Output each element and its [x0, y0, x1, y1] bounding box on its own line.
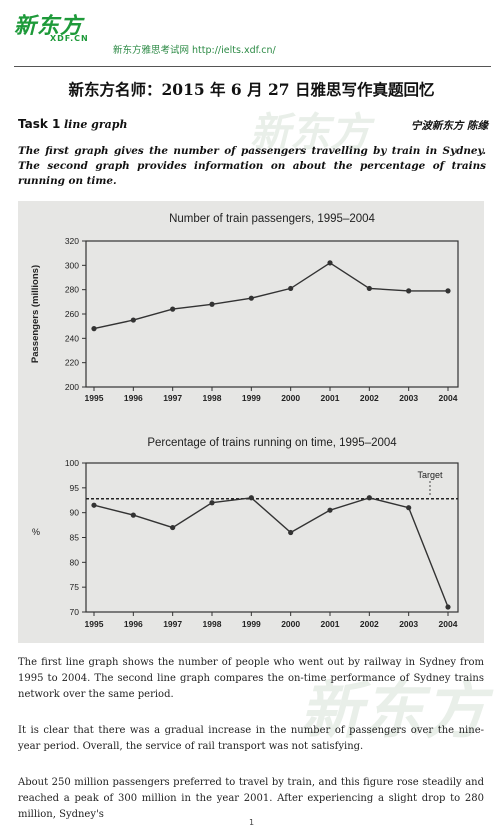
chart-2-data-point — [209, 500, 215, 506]
chart-2-plot-frame — [85, 462, 459, 613]
chart-2-y-tick-label: 85 — [70, 533, 80, 543]
chart-1-title: Number of train passengers, 1995–2004 — [169, 213, 375, 225]
chart-1-plot-frame — [85, 240, 459, 388]
chart-2-series-line — [93, 497, 449, 608]
chart-2-data-point — [445, 604, 451, 610]
chart-2-data-point — [288, 529, 294, 536]
brand-logo: 新东方 XDF.CN — [14, 8, 118, 48]
chart-2-data-point — [406, 505, 412, 511]
chart-1-x-tick-label: 2004 — [439, 393, 458, 403]
page-number: 1 — [248, 818, 255, 827]
chart-1-x-tick-label: 1999 — [242, 393, 261, 403]
chart-2-data-point — [327, 507, 333, 513]
chart-2-target-label: Target — [417, 470, 443, 480]
chart-2-data-point — [248, 495, 254, 501]
task-heading: Task 1 line graph 宁波新东方 陈缘 — [18, 117, 488, 135]
chart-2-x-tick-label: 1996 — [124, 619, 143, 629]
chart-1-data-point — [406, 288, 412, 294]
chart-1-data-point — [248, 295, 254, 301]
document-title: 新东方名师：2015 年 6 月 27 日雅思写作真题回忆 — [68, 80, 435, 99]
header-divider — [14, 66, 491, 67]
logo-text: 新东方 — [14, 14, 84, 39]
chart-2-data-point — [170, 524, 176, 531]
chart-2-x-tick-label: 2001 — [321, 619, 340, 629]
chart-1-data-point — [170, 306, 176, 312]
chart-1-data-point — [91, 326, 97, 332]
chart-2-x-tick-label: 1997 — [163, 619, 182, 629]
chart-1-series-line — [93, 262, 448, 330]
chart-1-data-point — [327, 260, 333, 266]
chart-2-data-point — [130, 512, 136, 518]
site-link[interactable]: 新东方雅思考试网 http://ielts.xdf.cn/ — [113, 45, 276, 56]
chart-1-x-tick-label: 2001 — [321, 393, 340, 403]
task-author: 宁波新东方 陈缘 — [410, 120, 488, 132]
chart-2-x-tick-label: 2004 — [439, 619, 458, 629]
chart-2-data-point — [366, 495, 372, 501]
chart-1-x-tick-label: 2003 — [399, 393, 418, 403]
chart-1-x-tick-label: 1995 — [85, 393, 104, 403]
chart-1-y-tick-label: 300 — [65, 260, 79, 270]
paragraph-3: About 250 million passengers preferred t… — [18, 777, 484, 820]
chart-2-y-tick-label: 80 — [70, 557, 80, 567]
chart-2-y-tick-label: 70 — [70, 607, 80, 617]
chart-1-x-tick-label: 2002 — [360, 393, 379, 403]
chart-1-x-tick-label: 1996 — [124, 393, 143, 403]
chart-1-y-tick-label: 200 — [65, 382, 79, 392]
chart-1-y-tick-label: 280 — [65, 285, 79, 295]
chart-2-y-tick-label: 90 — [70, 508, 80, 518]
chart-1-x-tick-label: 1998 — [203, 393, 222, 403]
line-charts: Number of train passengers, 1995–2004 200… — [30, 213, 459, 629]
chart-1-data-point — [445, 288, 451, 294]
chart-2-y-tick-label: 95 — [70, 483, 80, 493]
chart-1-y-tick-label: 320 — [65, 236, 79, 246]
chart-2-data-point — [91, 502, 97, 508]
paragraph-2: It is clear that there was a gradual inc… — [18, 725, 484, 752]
logo-subtext: XDF.CN — [50, 34, 89, 43]
task-label: Task 1 — [18, 117, 61, 131]
chart-2-y-tick-label: 75 — [70, 582, 80, 592]
chart-2-x-tick-label: 2003 — [399, 619, 418, 629]
chart-figure: Number of train passengers, 1995–2004 200… — [18, 201, 484, 643]
chart-2-x-tick-label: 1999 — [242, 619, 261, 629]
chart-1-data-point — [130, 317, 136, 323]
chart-1-x-tick-label: 2000 — [281, 393, 300, 403]
chart-2-x-tick-label: 1995 — [85, 619, 104, 629]
chart-2-x-tick-label: 2000 — [281, 619, 300, 629]
chart-2-x-tick-label: 1998 — [203, 619, 222, 629]
chart-2-y-tick-label: 100 — [65, 458, 79, 468]
chart-1-y-tick-label: 260 — [65, 309, 79, 319]
chart-2-title: Percentage of trains running on time, 19… — [147, 437, 397, 449]
task-prompt: The first graph gives the number of pass… — [18, 145, 486, 187]
task-type: line graph — [64, 118, 128, 131]
paragraph-1: The first line graph shows the number of… — [18, 657, 484, 700]
chart-2-x-tick-label: 2002 — [360, 619, 379, 629]
chart-1-y-axis-label: Passengers (millions) — [30, 265, 41, 363]
chart-1-x-tick-label: 1997 — [163, 393, 182, 403]
chart-1-data-point — [366, 285, 372, 292]
chart-1-data-point — [288, 285, 294, 292]
chart-1-data-point — [209, 301, 215, 307]
chart-1-y-tick-label: 220 — [65, 358, 79, 368]
chart-1-y-tick-label: 240 — [65, 333, 79, 343]
page-header: 新东方 XDF.CN 新东方雅思考试网 http://ielts.xdf.cn/ — [0, 0, 503, 72]
chart-2-y-axis-label: % — [32, 527, 40, 537]
